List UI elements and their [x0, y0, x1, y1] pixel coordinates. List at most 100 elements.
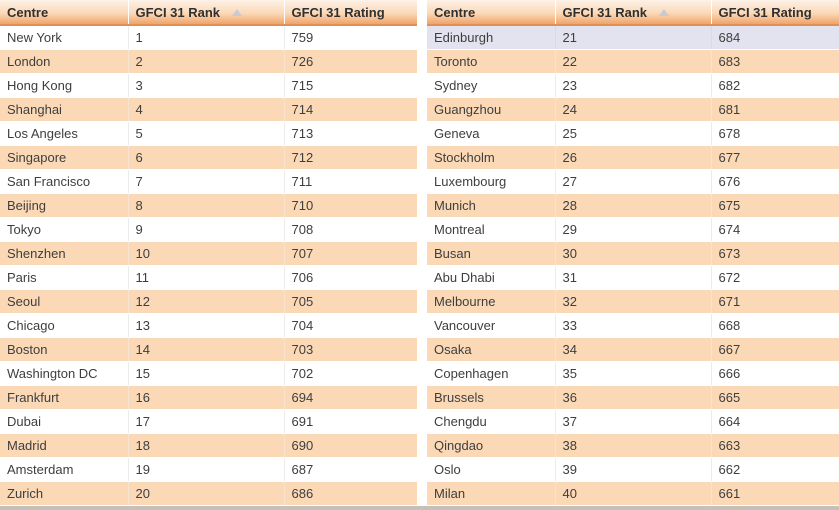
table-row[interactable]: Frankfurt 16 694	[0, 385, 417, 410]
cell-centre: Boston	[0, 337, 129, 362]
table-row[interactable]: Los Angeles 5 713	[0, 121, 417, 146]
cell-rating: 661	[711, 481, 839, 506]
cell-rating: 672	[711, 265, 839, 290]
cell-rank: 34	[555, 337, 712, 362]
table-row[interactable]: Singapore 6 712	[0, 145, 417, 170]
table-row[interactable]: Shanghai 4 714	[0, 97, 417, 122]
cell-rating: 665	[711, 385, 839, 410]
cell-rating: 710	[284, 193, 417, 218]
table-row[interactable]: Shenzhen 10 707	[0, 241, 417, 266]
column-header-label: GFCI 31 Rank	[135, 4, 221, 20]
cell-centre: Geneva	[427, 121, 556, 146]
table-row[interactable]: Brussels 36 665	[427, 385, 839, 410]
table-row[interactable]: Boston 14 703	[0, 337, 417, 362]
table-row[interactable]: Melbourne 32 671	[427, 289, 839, 314]
cell-rank: 9	[128, 217, 285, 242]
table-row[interactable]: London 2 726	[0, 49, 417, 74]
cell-rating: 682	[711, 73, 839, 98]
cell-rating: 706	[284, 265, 417, 290]
cell-rank: 11	[128, 265, 285, 290]
column-header-centre[interactable]: Centre	[427, 0, 556, 26]
table-row[interactable]: Amsterdam 19 687	[0, 457, 417, 482]
table-row[interactable]: New York 1 759	[0, 25, 417, 50]
cell-rank: 37	[555, 409, 712, 434]
cell-rating: 715	[284, 73, 417, 98]
cell-rank: 27	[555, 169, 712, 194]
table-row[interactable]: Luxembourg 27 676	[427, 169, 839, 194]
table-row[interactable]: Oslo 39 662	[427, 457, 839, 482]
cell-rank: 23	[555, 73, 712, 98]
table-row[interactable]: Washington DC 15 702	[0, 361, 417, 386]
cell-centre: Washington DC	[0, 361, 129, 386]
sort-ascending-icon	[659, 8, 670, 16]
column-header-label: Centre	[7, 4, 49, 20]
cell-centre: Hong Kong	[0, 73, 129, 98]
table-body: Edinburgh 21 684 Toronto 22 683 Sydney 23 682 Gua…	[427, 25, 839, 506]
table-row[interactable]: San Francisco 7 711	[0, 169, 417, 194]
table-row[interactable]: Zurich 20 686	[0, 481, 417, 506]
cell-rank: 25	[555, 121, 712, 146]
cell-centre: New York	[0, 25, 129, 50]
table-row[interactable]: Chengdu 37 664	[427, 409, 839, 434]
cell-centre: Stockholm	[427, 145, 556, 170]
cell-centre: Copenhagen	[427, 361, 556, 386]
cell-rating: 705	[284, 289, 417, 314]
column-header-centre[interactable]: Centre	[0, 0, 129, 26]
ranking-table-left: Centre GFCI 31 Rank GFCI 31 Rating New Y…	[0, 0, 417, 506]
cell-centre: Beijing	[0, 193, 129, 218]
table-row[interactable]: Abu Dhabi 31 672	[427, 265, 839, 290]
table-row[interactable]: Dubai 17 691	[0, 409, 417, 434]
cell-centre: San Francisco	[0, 169, 129, 194]
table-row[interactable]: Hong Kong 3 715	[0, 73, 417, 98]
cell-rank: 26	[555, 145, 712, 170]
cell-centre: Tokyo	[0, 217, 129, 242]
table-row[interactable]: Qingdao 38 663	[427, 433, 839, 458]
column-header-rating[interactable]: GFCI 31 Rating	[711, 0, 839, 26]
cell-rank: 31	[555, 265, 712, 290]
cell-rank: 1	[128, 25, 285, 50]
cell-rating: 708	[284, 217, 417, 242]
cell-centre: Brussels	[427, 385, 556, 410]
cell-rank: 28	[555, 193, 712, 218]
cell-rating: 677	[711, 145, 839, 170]
cell-rating: 678	[711, 121, 839, 146]
table-row[interactable]: Milan 40 661	[427, 481, 839, 506]
cell-rating: 676	[711, 169, 839, 194]
cell-centre: Los Angeles	[0, 121, 129, 146]
table-row[interactable]: Stockholm 26 677	[427, 145, 839, 170]
column-header-label: GFCI 31 Rating	[291, 4, 385, 20]
table-row[interactable]: Seoul 12 705	[0, 289, 417, 314]
cell-rating: 664	[711, 409, 839, 434]
cell-rank: 10	[128, 241, 285, 266]
cell-rank: 16	[128, 385, 285, 410]
table-row[interactable]: Tokyo 9 708	[0, 217, 417, 242]
table-row[interactable]: Copenhagen 35 666	[427, 361, 839, 386]
cell-rating: 703	[284, 337, 417, 362]
table-row[interactable]: Edinburgh 21 684	[427, 25, 839, 50]
table-row[interactable]: Munich 28 675	[427, 193, 839, 218]
table-row[interactable]: Toronto 22 683	[427, 49, 839, 74]
table-row[interactable]: Montreal 29 674	[427, 217, 839, 242]
table-row[interactable]: Chicago 13 704	[0, 313, 417, 338]
table-row[interactable]: Madrid 18 690	[0, 433, 417, 458]
table-row[interactable]: Busan 30 673	[427, 241, 839, 266]
table-row[interactable]: Guangzhou 24 681	[427, 97, 839, 122]
table-row[interactable]: Osaka 34 667	[427, 337, 839, 362]
table-row[interactable]: Vancouver 33 668	[427, 313, 839, 338]
cell-centre: Singapore	[0, 145, 129, 170]
column-header-rank[interactable]: GFCI 31 Rank	[128, 0, 285, 26]
table-row[interactable]: Sydney 23 682	[427, 73, 839, 98]
cell-rank: 12	[128, 289, 285, 314]
cell-rating: 668	[711, 313, 839, 338]
cell-centre: Luxembourg	[427, 169, 556, 194]
table-row[interactable]: Beijing 8 710	[0, 193, 417, 218]
table-row[interactable]: Geneva 25 678	[427, 121, 839, 146]
column-header-rank[interactable]: GFCI 31 Rank	[555, 0, 712, 26]
column-header-rating[interactable]: GFCI 31 Rating	[284, 0, 417, 26]
cell-rank: 19	[128, 457, 285, 482]
cell-rating: 667	[711, 337, 839, 362]
table-row[interactable]: Paris 11 706	[0, 265, 417, 290]
cell-rating: 690	[284, 433, 417, 458]
cell-rating: 702	[284, 361, 417, 386]
cell-centre: Oslo	[427, 457, 556, 482]
